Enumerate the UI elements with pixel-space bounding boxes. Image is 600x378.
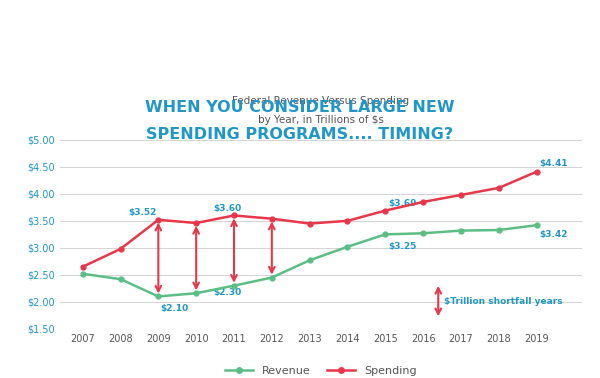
Text: SPENDING PROGRAMS.... TIMING?: SPENDING PROGRAMS.... TIMING? bbox=[146, 127, 454, 142]
Bar bbox=[530, 39, 544, 45]
Text: $4.41: $4.41 bbox=[539, 160, 568, 169]
Text: $3.52: $3.52 bbox=[128, 208, 157, 217]
Text: WHEN YOU CONSIDER LARGE NEW: WHEN YOU CONSIDER LARGE NEW bbox=[145, 100, 455, 115]
Text: $3.69: $3.69 bbox=[388, 200, 417, 208]
Text: $3.60: $3.60 bbox=[213, 204, 241, 213]
Text: by Year, in Trillions of $s: by Year, in Trillions of $s bbox=[258, 115, 384, 125]
Text: $2.10: $2.10 bbox=[160, 304, 188, 313]
Text: $Trillion shortfall years: $Trillion shortfall years bbox=[444, 297, 563, 305]
Text: $3.25: $3.25 bbox=[388, 242, 417, 251]
Bar bbox=[519, 40, 555, 43]
Legend: Revenue, Spending: Revenue, Spending bbox=[221, 361, 421, 378]
FancyBboxPatch shape bbox=[555, 39, 597, 45]
Text: $3.42: $3.42 bbox=[539, 229, 568, 239]
Text: $2.30: $2.30 bbox=[213, 288, 241, 297]
Text: Federal Revenue Versus Spending: Federal Revenue Versus Spending bbox=[232, 96, 410, 106]
